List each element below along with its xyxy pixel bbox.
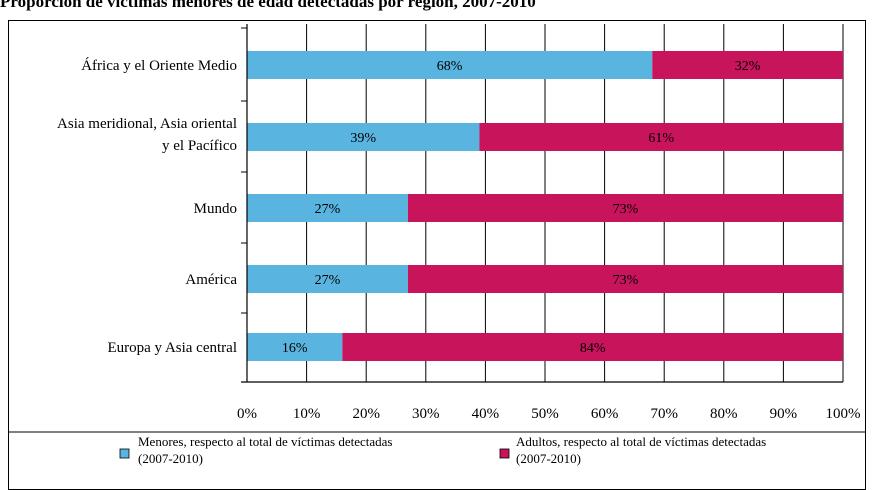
- x-tick-label: 70%: [650, 406, 678, 422]
- x-tick-label: 50%: [531, 406, 559, 422]
- x-tick-label: 100%: [826, 406, 861, 422]
- data-label: 39%: [350, 131, 376, 146]
- legend-swatch: [119, 448, 130, 459]
- bar-segment: [407, 265, 843, 293]
- x-tick-label: 40%: [472, 406, 500, 422]
- category-label: Europa y Asia central: [107, 340, 237, 356]
- legend: Menores, respecto al total de víctimas d…: [8, 431, 866, 466]
- stacked-bar-chart: 68% 32% 39% 61% 27% 73% 27% 73% 16% 84% África y e…: [8, 24, 866, 466]
- category-label: Mundo: [194, 201, 237, 217]
- data-label: 27%: [315, 202, 341, 217]
- category-label: África y el Oriente Medio: [81, 57, 237, 74]
- data-label: 27%: [315, 273, 341, 288]
- legend-label: Adultos, respecto al total de víctimas d…: [516, 434, 766, 449]
- legend-label: Menores, respecto al total de víctimas d…: [138, 434, 392, 449]
- bar-segment: [407, 194, 843, 222]
- data-label: 68%: [437, 59, 463, 74]
- data-label: 61%: [648, 131, 674, 146]
- bar-segment: [247, 123, 480, 151]
- bars: 68% 32% 39% 61% 27% 73% 27% 73% 16% 84%: [247, 51, 843, 361]
- x-tick-label: 30%: [412, 406, 440, 422]
- data-label: 73%: [613, 273, 639, 288]
- bar-segment: [342, 333, 843, 361]
- bar-segment: [652, 51, 843, 79]
- x-tick-label: 10%: [293, 406, 321, 422]
- bar-segment: [479, 123, 843, 151]
- category-label: y el Pacífico: [162, 138, 237, 154]
- chart-title: Proporción de víctimas menores de edad d…: [0, 0, 536, 11]
- x-tick-label: 20%: [352, 406, 380, 422]
- legend-label: (2007-2010): [138, 451, 203, 466]
- bar-segment: [247, 333, 343, 361]
- bar-segment: [247, 265, 408, 293]
- legend-swatch: [499, 448, 510, 459]
- data-label: 16%: [282, 341, 308, 356]
- data-label: 84%: [580, 341, 606, 356]
- x-tick-label: 60%: [591, 406, 619, 422]
- x-tick-label: 0%: [237, 406, 257, 422]
- x-tick-label: 80%: [710, 406, 738, 422]
- bar-segment: [247, 194, 408, 222]
- bar-segment: [247, 51, 653, 79]
- category-label: Asia meridional, Asia oriental: [57, 116, 237, 132]
- legend-label: (2007-2010): [516, 451, 581, 466]
- data-label: 32%: [735, 59, 761, 74]
- data-label: 73%: [613, 202, 639, 217]
- category-label: América: [185, 272, 237, 288]
- x-tick-label: 90%: [770, 406, 798, 422]
